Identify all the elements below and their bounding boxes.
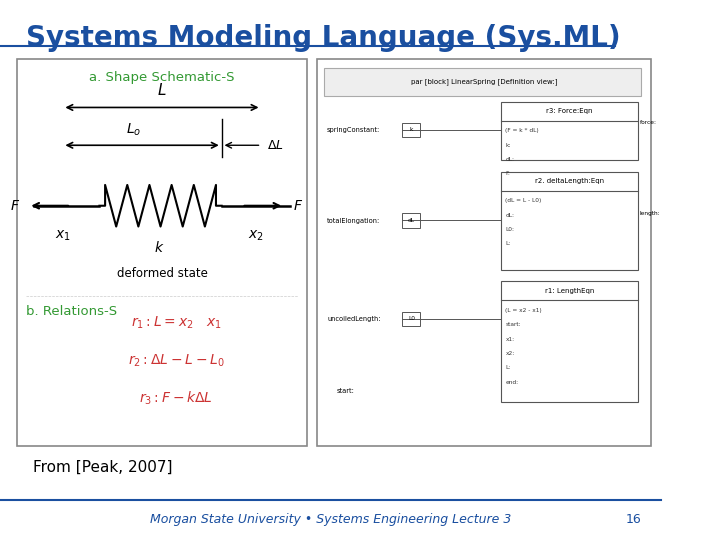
Text: From [Peak, 2007]: From [Peak, 2007] bbox=[33, 460, 173, 475]
Text: Morgan State University • Systems Engineering Lecture 3: Morgan State University • Systems Engine… bbox=[150, 513, 511, 526]
Text: Systems Modeling Language (Sys.ML): Systems Modeling Language (Sys.ML) bbox=[27, 24, 621, 52]
FancyBboxPatch shape bbox=[318, 59, 651, 445]
Text: 16: 16 bbox=[626, 513, 642, 526]
FancyBboxPatch shape bbox=[17, 59, 307, 445]
